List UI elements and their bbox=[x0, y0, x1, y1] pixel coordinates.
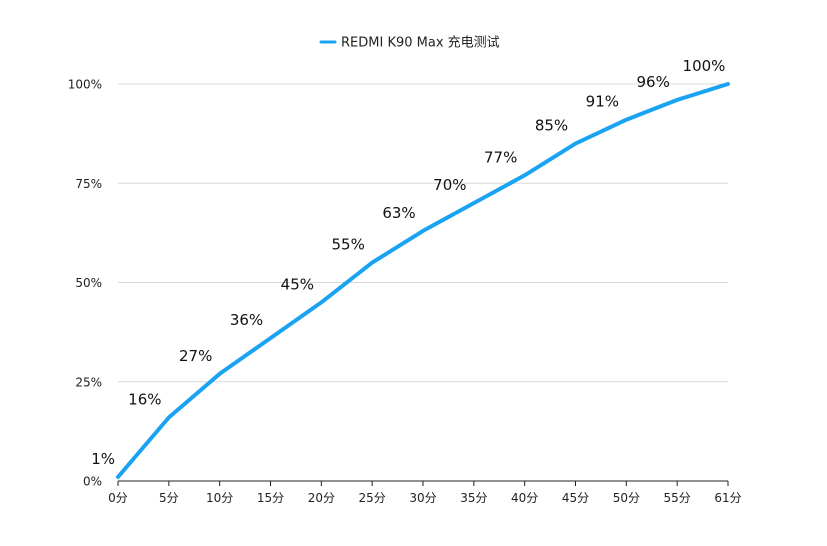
x-tick-label: 0分 bbox=[108, 491, 128, 505]
data-label: 16% bbox=[128, 390, 161, 408]
data-label: 45% bbox=[281, 275, 314, 293]
data-label: 91% bbox=[586, 93, 619, 111]
data-label: 70% bbox=[433, 176, 466, 194]
y-tick-label: 0% bbox=[83, 475, 102, 489]
data-label: 63% bbox=[382, 204, 415, 222]
x-tick-label: 35分 bbox=[460, 491, 487, 505]
x-tick-label: 25分 bbox=[359, 491, 386, 505]
data-label: 55% bbox=[331, 236, 364, 254]
data-labels: 1% 16% 27% 36% 45% 55% 63% 70% 77% 85% 91% 96% 100% bbox=[91, 57, 725, 468]
data-label: 100% bbox=[683, 57, 726, 75]
data-label: 36% bbox=[230, 311, 263, 329]
legend-label: REDMI K90 Max 充电测试 bbox=[341, 35, 500, 51]
x-tick-label: 15分 bbox=[257, 491, 284, 505]
data-label: 77% bbox=[484, 148, 517, 166]
x-tick-label: 20分 bbox=[308, 491, 335, 505]
x-tick-label: 61分 bbox=[714, 491, 741, 505]
y-tick-label: 50% bbox=[75, 276, 102, 290]
gridlines bbox=[118, 83, 728, 383]
y-tick-label: 100% bbox=[68, 78, 102, 92]
x-axis-tick-labels: 0分 5分 10分 15分 20分 25分 30分 35分 40分 45分 50分 55分 61分 bbox=[108, 481, 742, 505]
x-tick-label: 50分 bbox=[613, 491, 640, 505]
x-tick-label: 40分 bbox=[511, 491, 538, 505]
x-tick-label: 30分 bbox=[409, 491, 436, 505]
y-axis-tick-labels: 0% 25% 50% 75% 100% bbox=[68, 78, 102, 489]
y-tick-label: 25% bbox=[75, 375, 102, 389]
x-tick-label: 45分 bbox=[562, 491, 589, 505]
series-line bbox=[116, 82, 730, 479]
data-label: 85% bbox=[535, 117, 568, 135]
data-label: 96% bbox=[636, 73, 669, 91]
legend: REDMI K90 Max 充电测试 bbox=[319, 35, 500, 51]
y-tick-label: 75% bbox=[75, 177, 102, 191]
x-tick-label: 10分 bbox=[206, 491, 233, 505]
data-label: 1% bbox=[91, 450, 115, 468]
x-tick-label: 55分 bbox=[664, 491, 691, 505]
data-label: 27% bbox=[179, 347, 212, 365]
x-tick-label: 5分 bbox=[159, 491, 179, 505]
